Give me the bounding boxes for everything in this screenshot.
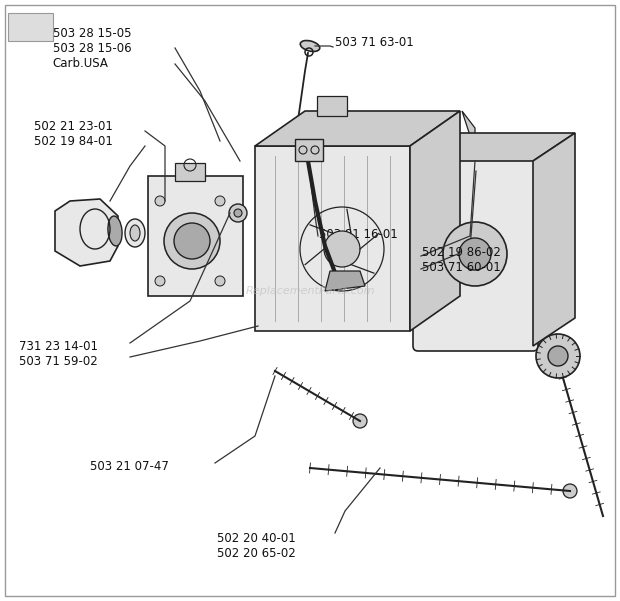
Text: ReplacementParts.com: ReplacementParts.com [246,286,374,296]
Circle shape [324,231,360,267]
Circle shape [215,196,225,206]
Bar [255,146,410,331]
Circle shape [443,222,507,286]
Text: 502 19 86-02: 502 19 86-02 [422,246,500,260]
Circle shape [234,209,242,217]
Text: 503 21 07-47: 503 21 07-47 [90,460,169,473]
Text: 502 20 40-01: 502 20 40-01 [217,532,296,545]
Text: 503 28 15-06: 503 28 15-06 [53,42,131,55]
Polygon shape [412,136,457,321]
Circle shape [229,204,247,222]
Bar [295,139,323,161]
Polygon shape [55,199,118,266]
Circle shape [459,238,491,270]
Bar [8,13,53,41]
Text: 502 20 65-02: 502 20 65-02 [217,547,296,560]
Ellipse shape [108,216,122,246]
Circle shape [548,346,568,366]
Circle shape [536,334,580,378]
Text: 503 71 59-02: 503 71 59-02 [19,355,97,368]
Bar [175,163,205,181]
Ellipse shape [300,40,320,52]
Text: Carb.USA: Carb.USA [53,57,108,70]
Circle shape [164,213,220,269]
Bar [317,96,347,116]
Text: 503 81 16-01: 503 81 16-01 [319,228,398,242]
Polygon shape [410,111,460,331]
Circle shape [215,276,225,286]
Circle shape [174,223,210,259]
Text: 502 19 84-01: 502 19 84-01 [34,135,113,148]
Polygon shape [255,111,460,146]
Text: 731 23 14-01: 731 23 14-01 [19,340,97,353]
Text: 503 28 15-05: 503 28 15-05 [53,27,131,40]
Ellipse shape [125,219,145,247]
Polygon shape [418,133,575,161]
Circle shape [563,484,577,498]
Circle shape [155,196,165,206]
Circle shape [353,414,367,428]
Polygon shape [533,133,575,346]
Circle shape [155,276,165,286]
Text: 502 21 23-01: 502 21 23-01 [34,120,113,133]
Ellipse shape [130,225,140,241]
Text: 503 71 63-01: 503 71 63-01 [335,36,414,49]
Polygon shape [462,111,475,151]
Polygon shape [325,271,365,291]
Bar [148,176,243,296]
Text: 503 71 60-01: 503 71 60-01 [422,261,500,275]
FancyBboxPatch shape [413,156,538,351]
